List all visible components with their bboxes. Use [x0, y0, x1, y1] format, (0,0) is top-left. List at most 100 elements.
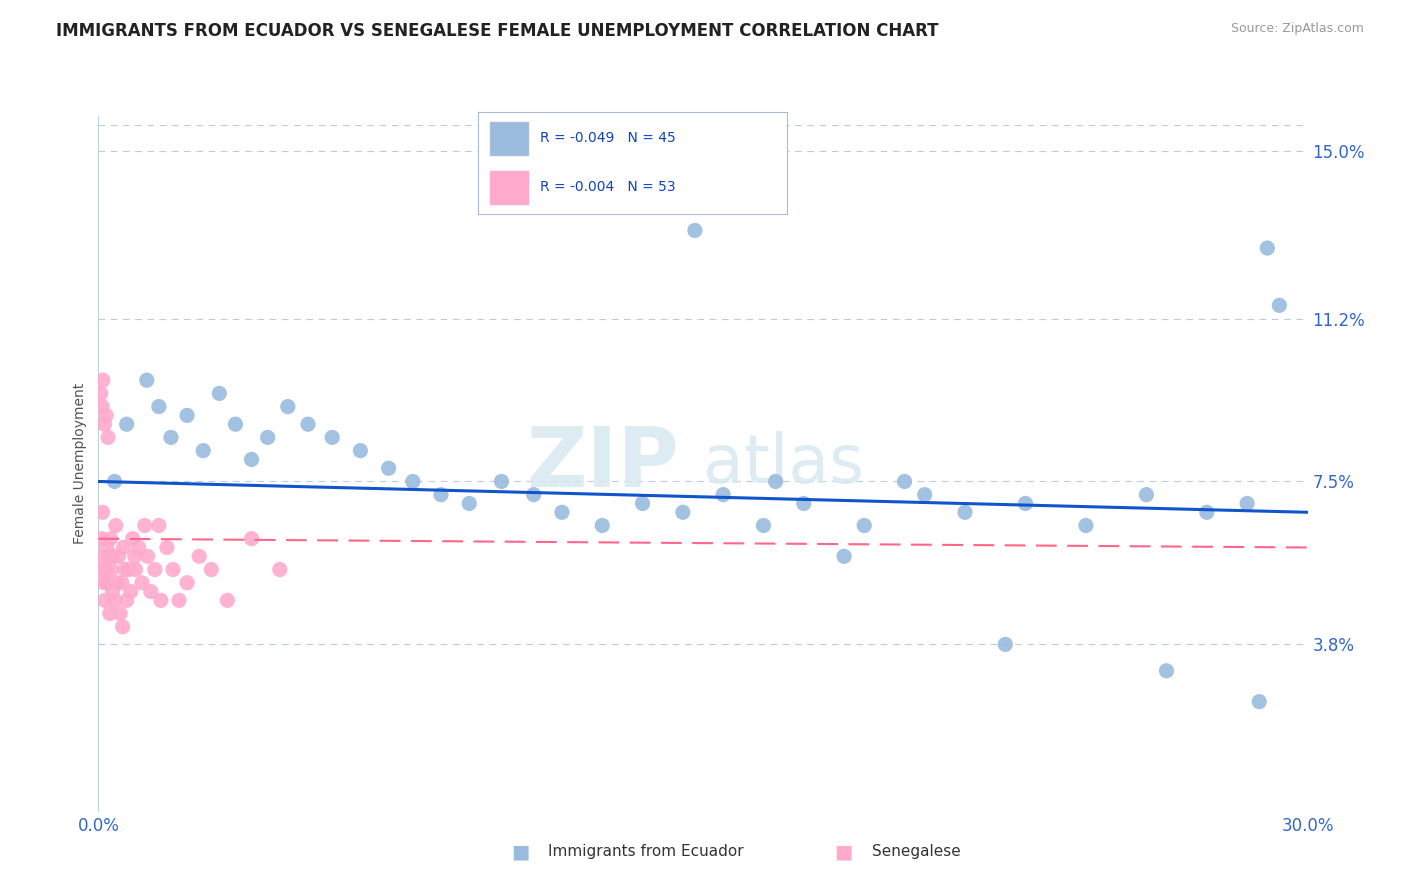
Point	[93, 417, 115, 432]
Point	[458, 496, 481, 510]
Point	[91, 400, 114, 414]
Point	[1074, 518, 1097, 533]
Point	[672, 505, 695, 519]
Point	[134, 518, 156, 533]
Point	[148, 518, 170, 533]
Point	[91, 549, 114, 564]
Point	[1195, 505, 1218, 519]
Point	[321, 430, 343, 444]
Point	[103, 593, 125, 607]
Text: Senegalese: Senegalese	[872, 845, 960, 859]
Point	[108, 607, 131, 621]
Point	[114, 562, 136, 576]
Point	[156, 541, 179, 555]
Point	[160, 430, 183, 444]
Point	[1268, 298, 1291, 312]
Point	[551, 505, 574, 519]
Point	[98, 607, 121, 621]
Point	[953, 505, 976, 519]
Point	[240, 452, 263, 467]
Point	[765, 475, 787, 489]
Point	[115, 417, 138, 432]
Point	[111, 575, 134, 590]
Text: Source: ZipAtlas.com: Source: ZipAtlas.com	[1230, 22, 1364, 36]
Point	[832, 549, 855, 564]
Point	[100, 532, 122, 546]
Point	[188, 549, 211, 564]
Point	[124, 562, 146, 576]
Text: IMMIGRANTS FROM ECUADOR VS SENEGALESE FEMALE UNEMPLOYMENT CORRELATION CHART: IMMIGRANTS FROM ECUADOR VS SENEGALESE FE…	[56, 22, 939, 40]
Point	[96, 575, 118, 590]
Point	[167, 593, 190, 607]
Point	[105, 575, 128, 590]
Point	[100, 562, 122, 576]
Point	[131, 575, 153, 590]
Point	[711, 488, 734, 502]
Point	[121, 532, 143, 546]
Point	[793, 496, 815, 510]
Point	[256, 430, 278, 444]
Text: ■: ■	[834, 842, 853, 862]
Point	[135, 373, 157, 387]
Point	[139, 584, 162, 599]
Point	[124, 549, 146, 564]
Point	[914, 488, 936, 502]
Point	[89, 562, 111, 576]
Point	[103, 475, 125, 489]
Point	[269, 562, 291, 576]
Point	[591, 518, 613, 533]
Point	[1249, 695, 1271, 709]
Text: R = -0.049   N = 45: R = -0.049 N = 45	[540, 131, 676, 145]
Point	[111, 620, 134, 634]
Point	[149, 593, 172, 607]
Point	[104, 518, 127, 533]
Point	[97, 430, 120, 444]
Point	[101, 584, 124, 599]
Point	[853, 518, 876, 533]
Point	[277, 400, 299, 414]
Point	[893, 475, 915, 489]
Text: ZIP: ZIP	[526, 424, 679, 504]
Point	[402, 475, 425, 489]
Text: R = -0.004   N = 53: R = -0.004 N = 53	[540, 180, 675, 194]
Text: ■: ■	[510, 842, 530, 862]
Point	[193, 443, 215, 458]
Point	[103, 549, 125, 564]
Point	[91, 505, 114, 519]
Point	[136, 549, 159, 564]
Point	[683, 223, 706, 237]
Point	[200, 562, 222, 576]
Point	[994, 637, 1017, 651]
Point	[93, 575, 115, 590]
Point	[224, 417, 246, 432]
Point	[752, 518, 775, 533]
Point	[107, 549, 129, 564]
Y-axis label: Female Unemployment: Female Unemployment	[73, 384, 87, 544]
Point	[491, 475, 513, 489]
Point	[91, 373, 114, 387]
Text: atlas: atlas	[703, 431, 863, 497]
Point	[1156, 664, 1178, 678]
Point	[176, 409, 198, 423]
Point	[112, 541, 135, 555]
Point	[148, 400, 170, 414]
Point	[94, 562, 117, 576]
Point	[162, 562, 184, 576]
Point	[94, 593, 117, 607]
Point	[208, 386, 231, 401]
Point	[430, 488, 453, 502]
Point	[128, 541, 150, 555]
Point	[217, 593, 239, 607]
Point	[96, 541, 118, 555]
Text: Immigrants from Ecuador: Immigrants from Ecuador	[548, 845, 744, 859]
Point	[176, 575, 198, 590]
Point	[1135, 488, 1157, 502]
Point	[297, 417, 319, 432]
FancyBboxPatch shape	[491, 171, 527, 204]
Point	[631, 496, 654, 510]
Point	[1014, 496, 1036, 510]
Point	[97, 549, 120, 564]
Point	[377, 461, 399, 475]
Point	[523, 488, 546, 502]
Point	[115, 593, 138, 607]
